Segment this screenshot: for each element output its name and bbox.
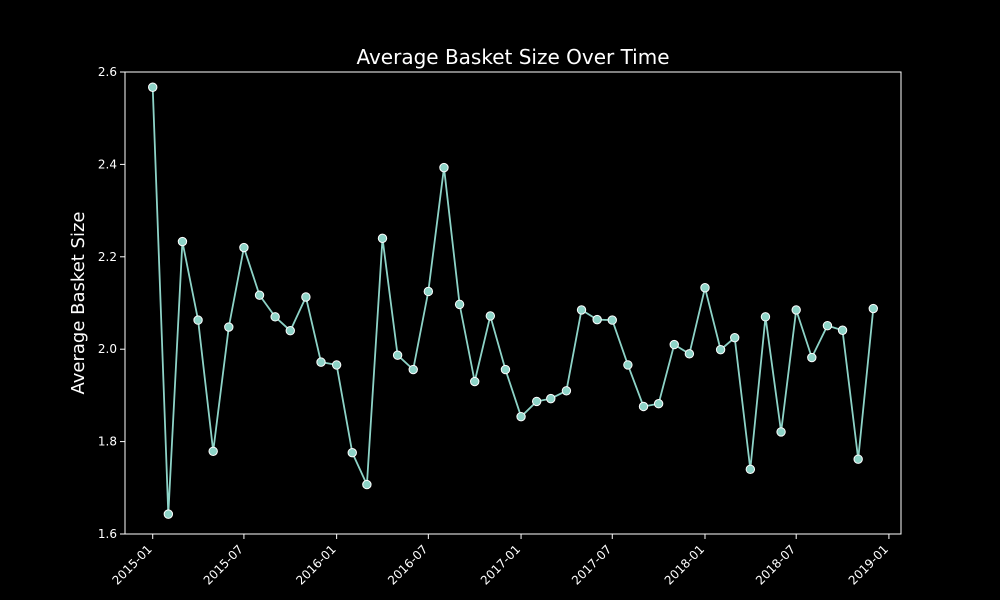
data-point bbox=[500, 364, 511, 375]
y-axis: 1.6 1.8 2.0 2.2 2.4 2.6 bbox=[98, 65, 125, 541]
data-point bbox=[745, 464, 756, 475]
data-point bbox=[285, 326, 295, 336]
data-point bbox=[592, 314, 602, 325]
x-tick-label: 2016-07 bbox=[385, 542, 430, 587]
y-axis-label: Average Basket Size bbox=[68, 212, 89, 395]
data-point bbox=[239, 242, 249, 253]
series-layer bbox=[148, 82, 878, 519]
data-point bbox=[224, 322, 234, 332]
data-point bbox=[193, 315, 203, 325]
data-point bbox=[392, 350, 403, 360]
data-point bbox=[485, 311, 496, 321]
y-tick-label: 2.6 bbox=[98, 65, 117, 79]
data-point bbox=[807, 352, 817, 363]
data-point bbox=[439, 162, 449, 173]
y-tick-label: 1.6 bbox=[98, 527, 117, 541]
data-point bbox=[470, 376, 480, 387]
data-point bbox=[331, 360, 342, 370]
data-point bbox=[531, 396, 542, 407]
data-point bbox=[760, 312, 771, 322]
data-point bbox=[853, 454, 863, 464]
data-point bbox=[607, 315, 617, 325]
data-point bbox=[163, 509, 174, 519]
y-tick-label: 2.4 bbox=[98, 157, 117, 171]
data-point bbox=[454, 299, 465, 310]
x-tick-label: 2018-01 bbox=[662, 542, 707, 587]
data-point bbox=[377, 233, 388, 244]
data-point bbox=[362, 479, 372, 490]
x-tick-label: 2018-07 bbox=[753, 542, 798, 587]
data-point bbox=[684, 349, 695, 359]
data-point bbox=[653, 399, 664, 409]
data-point bbox=[822, 320, 833, 331]
data-point bbox=[868, 303, 878, 314]
y-tick-label: 2.0 bbox=[98, 342, 117, 356]
x-tick-label: 2016-01 bbox=[293, 542, 338, 587]
data-point bbox=[316, 357, 326, 367]
data-point bbox=[776, 427, 786, 437]
y-tick-label: 1.8 bbox=[98, 435, 117, 449]
x-tick-label: 2019-01 bbox=[846, 542, 891, 587]
data-point bbox=[669, 339, 679, 350]
data-point bbox=[254, 290, 265, 300]
data-point bbox=[270, 312, 280, 322]
chart-title: Average Basket Size Over Time bbox=[356, 45, 669, 69]
data-point bbox=[516, 411, 526, 422]
data-point bbox=[700, 283, 710, 293]
data-point bbox=[148, 82, 158, 92]
data-point bbox=[546, 393, 556, 404]
data-point bbox=[638, 401, 649, 412]
y-tick-label: 2.2 bbox=[98, 250, 117, 264]
plot-area bbox=[124, 71, 902, 535]
x-axis: 2015-01 2015-07 2016-01 2016-07 2017-01 2017-… bbox=[109, 534, 891, 588]
data-point bbox=[301, 292, 311, 302]
data-point bbox=[561, 386, 572, 396]
data-point bbox=[208, 446, 218, 457]
data-point bbox=[730, 332, 740, 343]
x-tick-label: 2017-07 bbox=[569, 542, 614, 587]
data-point bbox=[715, 344, 726, 355]
data-point bbox=[347, 447, 357, 458]
data-point bbox=[177, 236, 188, 247]
data-point bbox=[791, 305, 801, 315]
data-point bbox=[623, 360, 633, 370]
x-tick-label: 2017-01 bbox=[478, 542, 523, 587]
data-point bbox=[837, 325, 848, 335]
data-point bbox=[423, 286, 434, 297]
x-tick-label: 2015-07 bbox=[201, 542, 246, 587]
x-tick-label: 2015-01 bbox=[109, 542, 154, 587]
data-point bbox=[576, 305, 587, 315]
data-point bbox=[408, 364, 418, 375]
